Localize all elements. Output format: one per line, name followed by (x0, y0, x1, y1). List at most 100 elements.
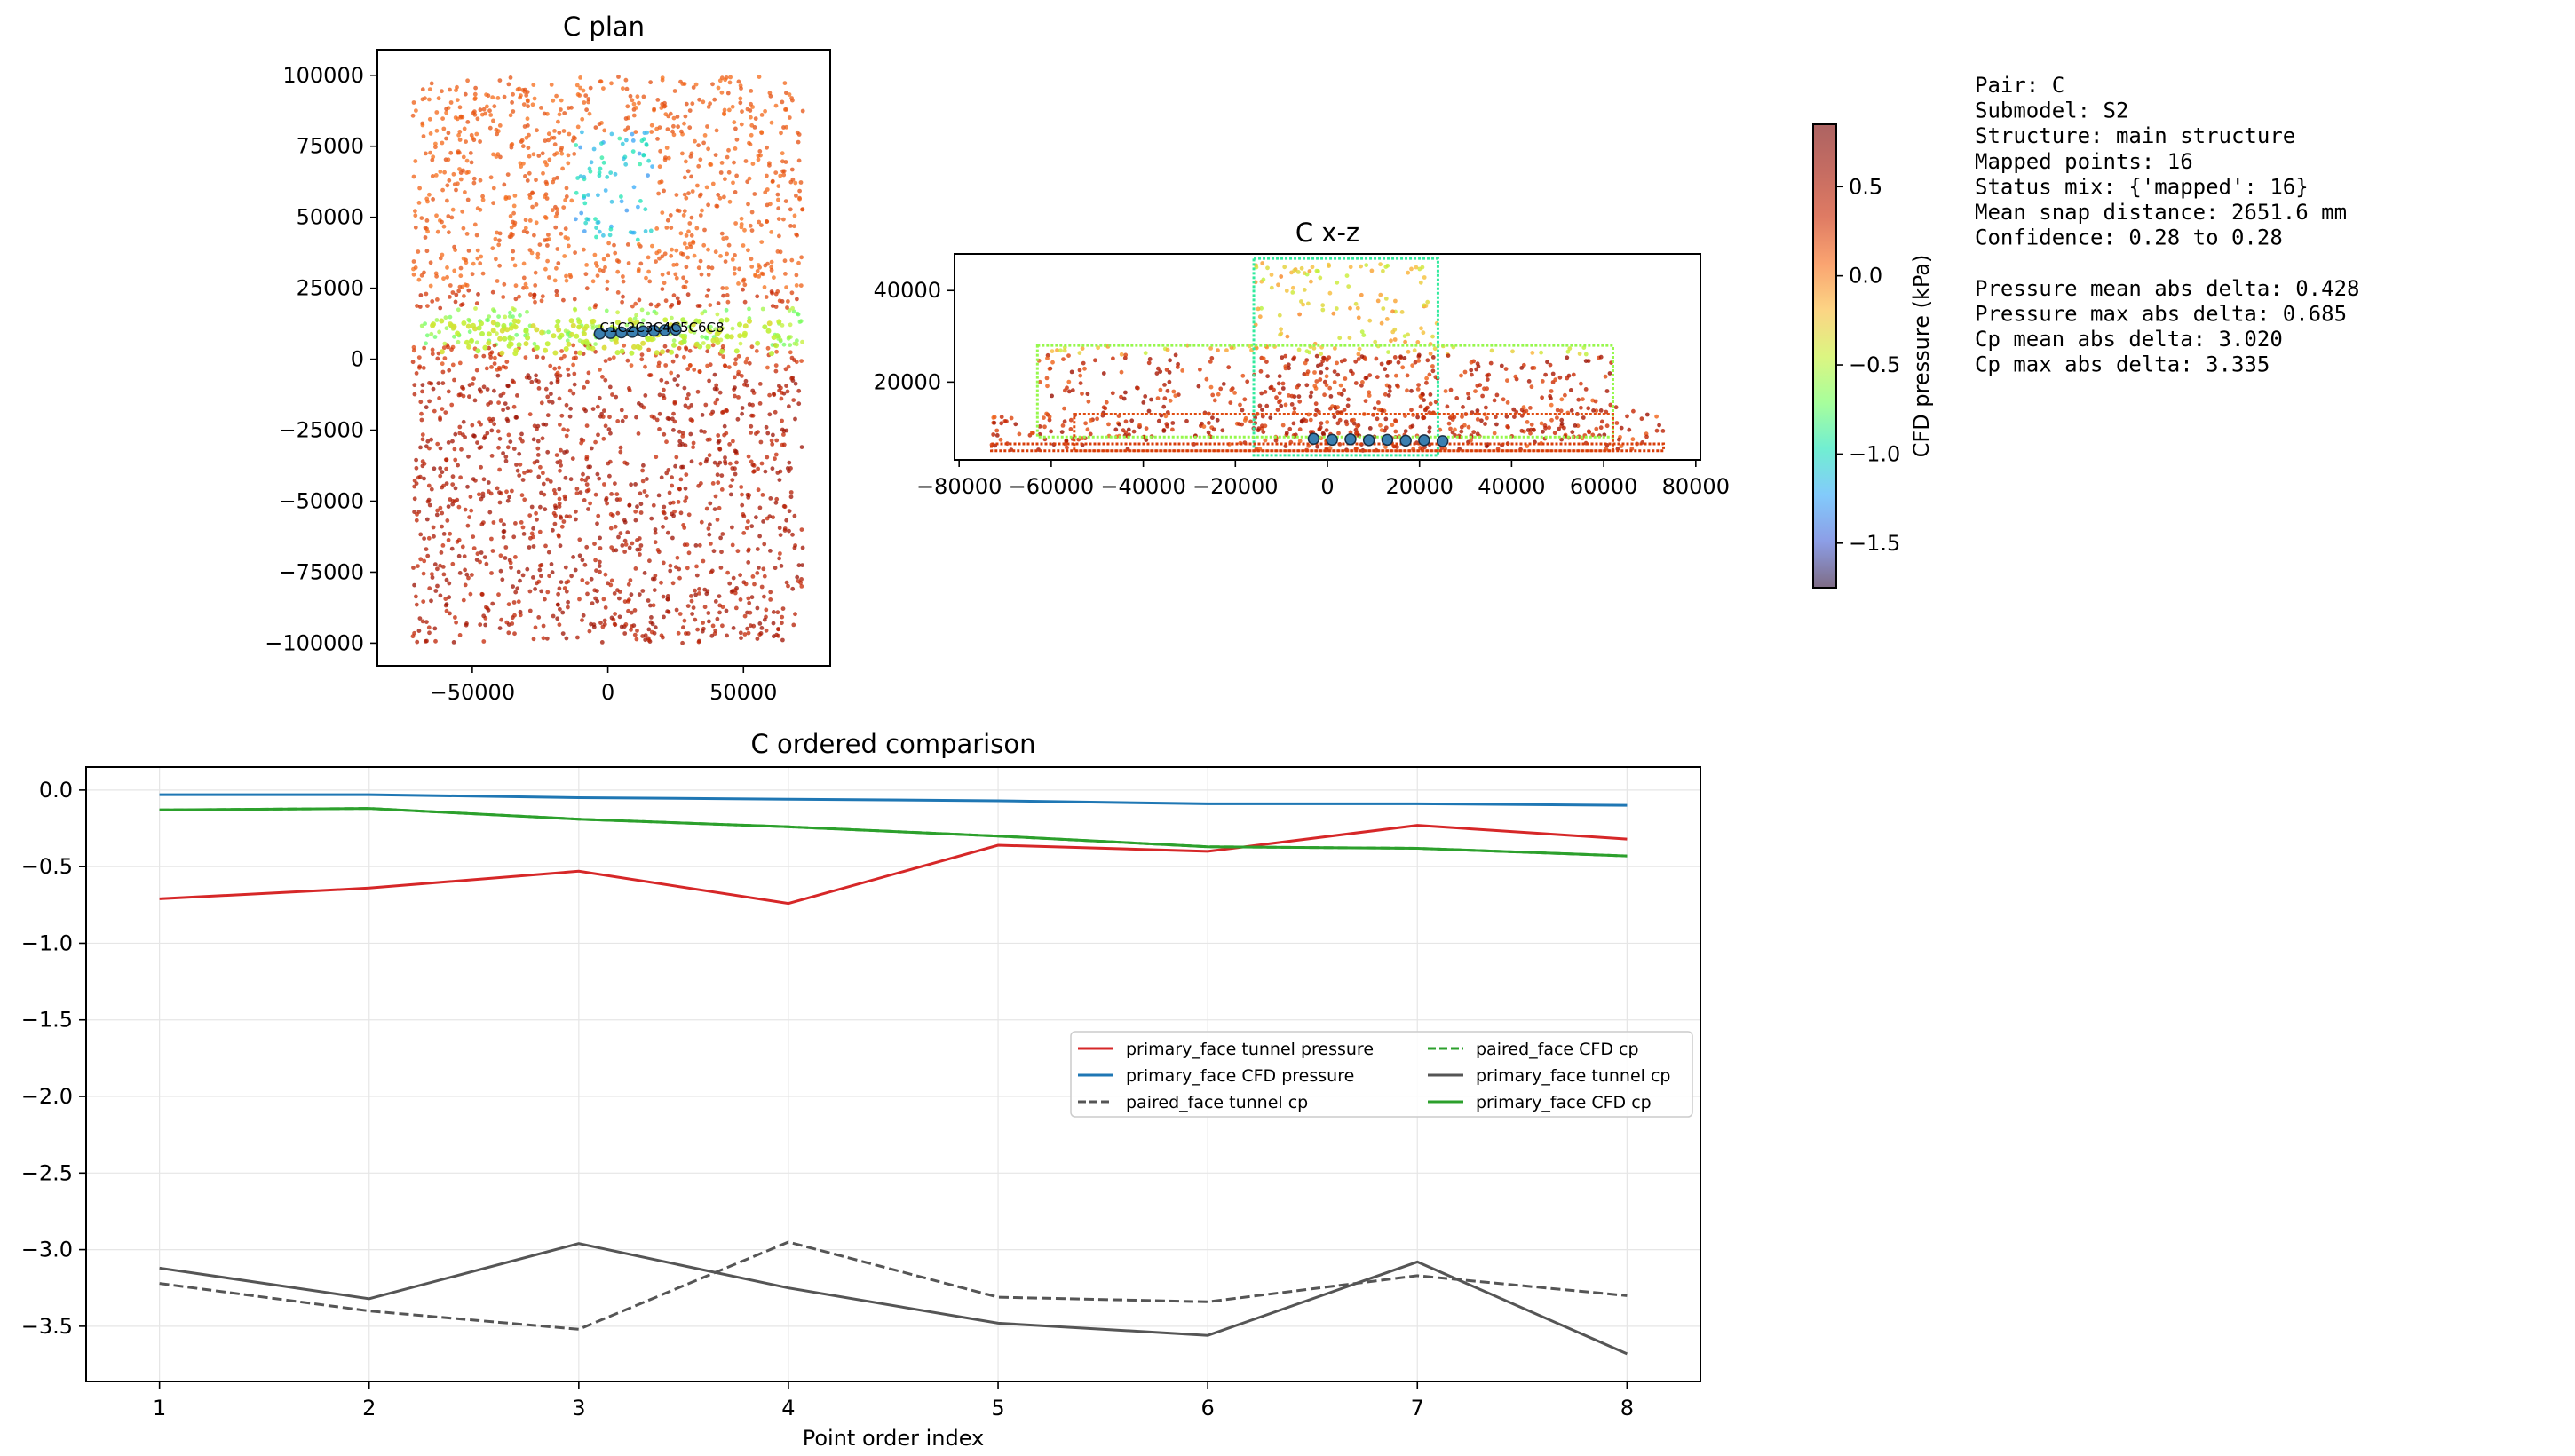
xz-point (1146, 408, 1152, 414)
plan-point (549, 392, 553, 397)
plan-point (534, 373, 538, 378)
plan-point (503, 545, 509, 550)
plan-point (656, 191, 661, 196)
xz-point (1550, 371, 1556, 376)
plan-point (543, 347, 549, 353)
plan-point (725, 91, 731, 96)
xz-point (1136, 385, 1140, 391)
plan-point (717, 447, 722, 451)
xz-point (999, 415, 1004, 420)
plan-point (549, 381, 554, 385)
plan-point (778, 337, 783, 343)
plan-point (677, 345, 682, 351)
plan-point (521, 229, 527, 233)
plan-point (671, 123, 676, 129)
plan-point (448, 295, 452, 299)
plan-point (618, 531, 623, 536)
plan-point (654, 226, 660, 231)
plan-point (482, 344, 488, 351)
plan-point (479, 464, 483, 470)
plan-point (800, 207, 805, 212)
xz-point (1285, 334, 1290, 339)
xz-point (1505, 424, 1509, 429)
xz-point (1614, 421, 1620, 425)
plan-point (642, 131, 647, 136)
plan-point (670, 581, 676, 586)
xz-point (1399, 310, 1405, 314)
plan-point (672, 419, 677, 424)
plan-point (481, 436, 487, 440)
xz-point (1387, 389, 1392, 393)
plan-point (508, 310, 512, 315)
xz-point (1460, 415, 1464, 419)
plan-point (587, 111, 592, 116)
colorbar-tick-label: −0.5 (1849, 352, 1900, 377)
xz-point (1313, 401, 1319, 407)
plan-point (646, 347, 651, 352)
plan-point (451, 640, 456, 645)
plan-point (538, 464, 543, 470)
plan-point (685, 245, 689, 250)
plan-point (623, 77, 629, 83)
plan-point (462, 554, 467, 558)
plan-point (555, 319, 561, 324)
plan-point (636, 204, 640, 210)
xz-point (1276, 282, 1280, 288)
xz-point (1237, 422, 1242, 427)
xz-point (1415, 415, 1420, 420)
xz-point (1379, 361, 1384, 367)
plan-point (713, 327, 718, 332)
plan-point (693, 592, 698, 597)
plan-point (790, 305, 795, 311)
plan-point (756, 154, 761, 158)
plan-point (558, 423, 562, 427)
plan-point (452, 182, 457, 187)
plan-point (716, 329, 721, 336)
plan-point (549, 562, 554, 566)
plan-point (573, 567, 578, 573)
plan-point (595, 273, 600, 278)
xz-point (1344, 273, 1350, 278)
plan-point (668, 213, 673, 218)
xz-point (1485, 377, 1490, 382)
xz-point (1351, 421, 1357, 426)
xz-point (1070, 388, 1075, 392)
plan-point (601, 160, 606, 165)
plan-point (591, 146, 597, 152)
plan-point (472, 109, 477, 115)
plan-point (433, 589, 439, 593)
plan-point (706, 247, 710, 252)
xz-point (1356, 315, 1361, 320)
plan-point (423, 235, 428, 240)
plan-point (670, 359, 676, 364)
xz-point (1321, 431, 1327, 437)
plan-point (563, 226, 568, 231)
plan-point (762, 594, 766, 599)
plan-point (621, 294, 625, 299)
plan-point (792, 213, 797, 218)
xz-point (1475, 417, 1480, 422)
plan-point (694, 564, 699, 569)
plan-point (778, 469, 783, 474)
plan-point (543, 160, 548, 164)
plan-point (713, 494, 718, 499)
xz-point (1566, 373, 1572, 378)
xz-point (1280, 423, 1286, 428)
plan-point (697, 97, 701, 102)
plan-point (701, 99, 706, 105)
plan-point (695, 627, 700, 632)
plan-point (779, 564, 784, 568)
plan-point (515, 319, 521, 324)
legend-label: primary_face tunnel pressure (1126, 1040, 1374, 1059)
xz-point (1430, 334, 1435, 339)
plan-point (701, 558, 706, 564)
plan-point (497, 436, 503, 441)
xz-point (1013, 422, 1018, 427)
plan-panel: C plan C1C2C3C4C5C6C8 −50000 0 50000 10000… (265, 12, 831, 705)
xz-point (1353, 427, 1359, 432)
plan-point (508, 341, 514, 347)
plan-point (775, 610, 780, 615)
plan-point (420, 437, 425, 442)
plan-point (429, 598, 433, 604)
